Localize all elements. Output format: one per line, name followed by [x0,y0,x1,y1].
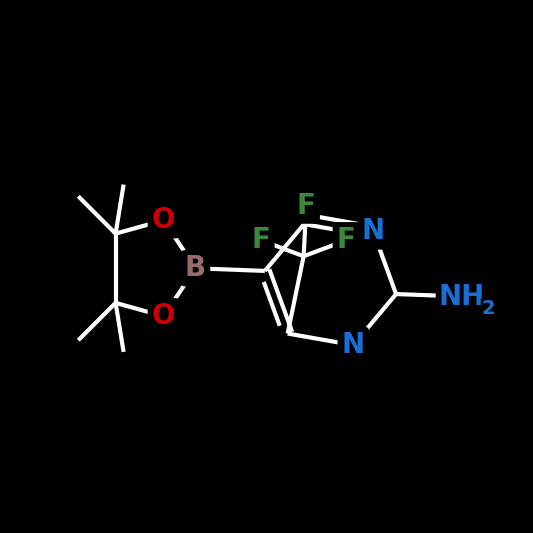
Text: F: F [337,226,356,254]
Text: O: O [152,206,175,235]
Text: N: N [342,331,365,359]
Text: N: N [362,217,385,246]
Text: F: F [252,226,270,254]
Text: O: O [152,302,175,330]
Text: 2: 2 [481,299,495,318]
Text: NH: NH [439,282,484,311]
Text: B: B [185,254,206,282]
Text: F: F [297,191,316,220]
